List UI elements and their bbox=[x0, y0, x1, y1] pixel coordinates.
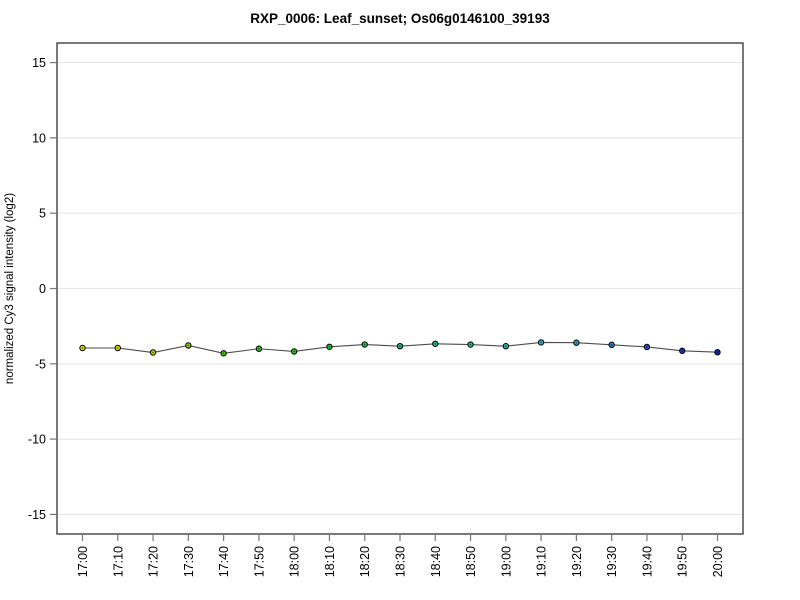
x-tick-label: 19:40 bbox=[640, 546, 654, 577]
plot-area: 15 10 5 0 -5 -10 -15 17:00 17:10 17:20 17:30 17:40 1… bbox=[28, 42, 744, 577]
y-tick-label: 0 bbox=[39, 282, 46, 296]
data-point-center bbox=[363, 343, 366, 346]
y-tick-label: 15 bbox=[32, 56, 46, 70]
x-tick-label: 17:00 bbox=[76, 546, 90, 577]
y-tick-label: -15 bbox=[28, 508, 46, 522]
data-point-center bbox=[434, 342, 437, 345]
y-tick-label: -5 bbox=[35, 357, 46, 371]
data-point-center bbox=[610, 343, 613, 346]
x-tick-label: 19:20 bbox=[570, 546, 584, 577]
x-tick-label: 17:20 bbox=[147, 546, 161, 577]
x-tick-label: 19:00 bbox=[499, 546, 513, 577]
data-point-center bbox=[399, 345, 401, 348]
data-point-center bbox=[152, 351, 154, 354]
y-tick-label: 5 bbox=[39, 207, 46, 221]
x-tick-label: 17:30 bbox=[182, 546, 196, 577]
data-point-center bbox=[81, 347, 84, 349]
chart-title: RXP_0006: Leaf_sunset; Os06g0146100_3919… bbox=[250, 11, 550, 26]
x-tick-label: 18:30 bbox=[394, 546, 408, 577]
data-point-center bbox=[540, 341, 543, 344]
x-tick-label: 18:40 bbox=[429, 546, 443, 577]
data-point-center bbox=[187, 344, 190, 347]
x-tick-label: 18:50 bbox=[464, 546, 478, 577]
data-point-center bbox=[116, 347, 119, 349]
y-tick-label: 10 bbox=[32, 131, 46, 145]
y-tick-label: -10 bbox=[28, 433, 46, 447]
data-point-center bbox=[681, 349, 684, 352]
x-tick-label: 17:10 bbox=[111, 546, 125, 577]
x-tick-label: 19:10 bbox=[535, 546, 549, 577]
data-point-center bbox=[646, 346, 648, 348]
x-tick-label: 18:00 bbox=[288, 546, 302, 577]
data-point-center bbox=[469, 343, 472, 346]
x-tick-label: 20:00 bbox=[711, 546, 725, 577]
x-tick-label: 19:30 bbox=[605, 546, 619, 577]
data-point-center bbox=[504, 345, 507, 348]
y-axis-title: normalized Cy3 signal intensity (log2) bbox=[4, 193, 16, 384]
data-point-center bbox=[257, 347, 260, 350]
x-tick-label: 17:50 bbox=[252, 546, 266, 577]
data-point-center bbox=[222, 352, 225, 355]
x-tick-label: 18:20 bbox=[358, 546, 372, 577]
x-tick-label: 19:50 bbox=[676, 546, 690, 577]
x-tick-label: 18:10 bbox=[323, 546, 337, 577]
data-point-center bbox=[293, 350, 296, 353]
data-point-center bbox=[575, 341, 578, 344]
data-point-center bbox=[328, 345, 331, 348]
x-tick-label: 17:40 bbox=[217, 546, 231, 577]
data-point-center bbox=[716, 351, 719, 354]
